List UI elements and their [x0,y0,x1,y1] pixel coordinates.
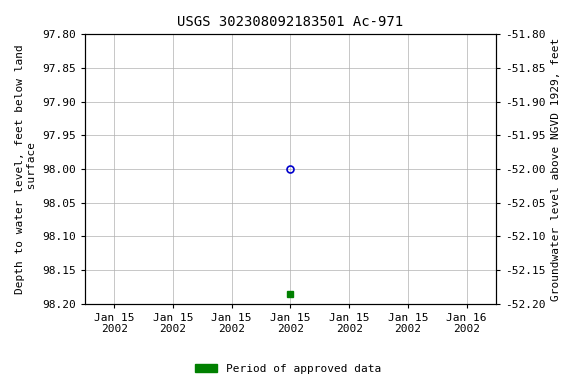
Y-axis label: Depth to water level, feet below land
 surface: Depth to water level, feet below land su… [15,44,37,294]
Title: USGS 302308092183501 Ac-971: USGS 302308092183501 Ac-971 [177,15,403,29]
Legend: Period of approved data: Period of approved data [191,359,385,379]
Y-axis label: Groundwater level above NGVD 1929, feet: Groundwater level above NGVD 1929, feet [551,38,561,301]
